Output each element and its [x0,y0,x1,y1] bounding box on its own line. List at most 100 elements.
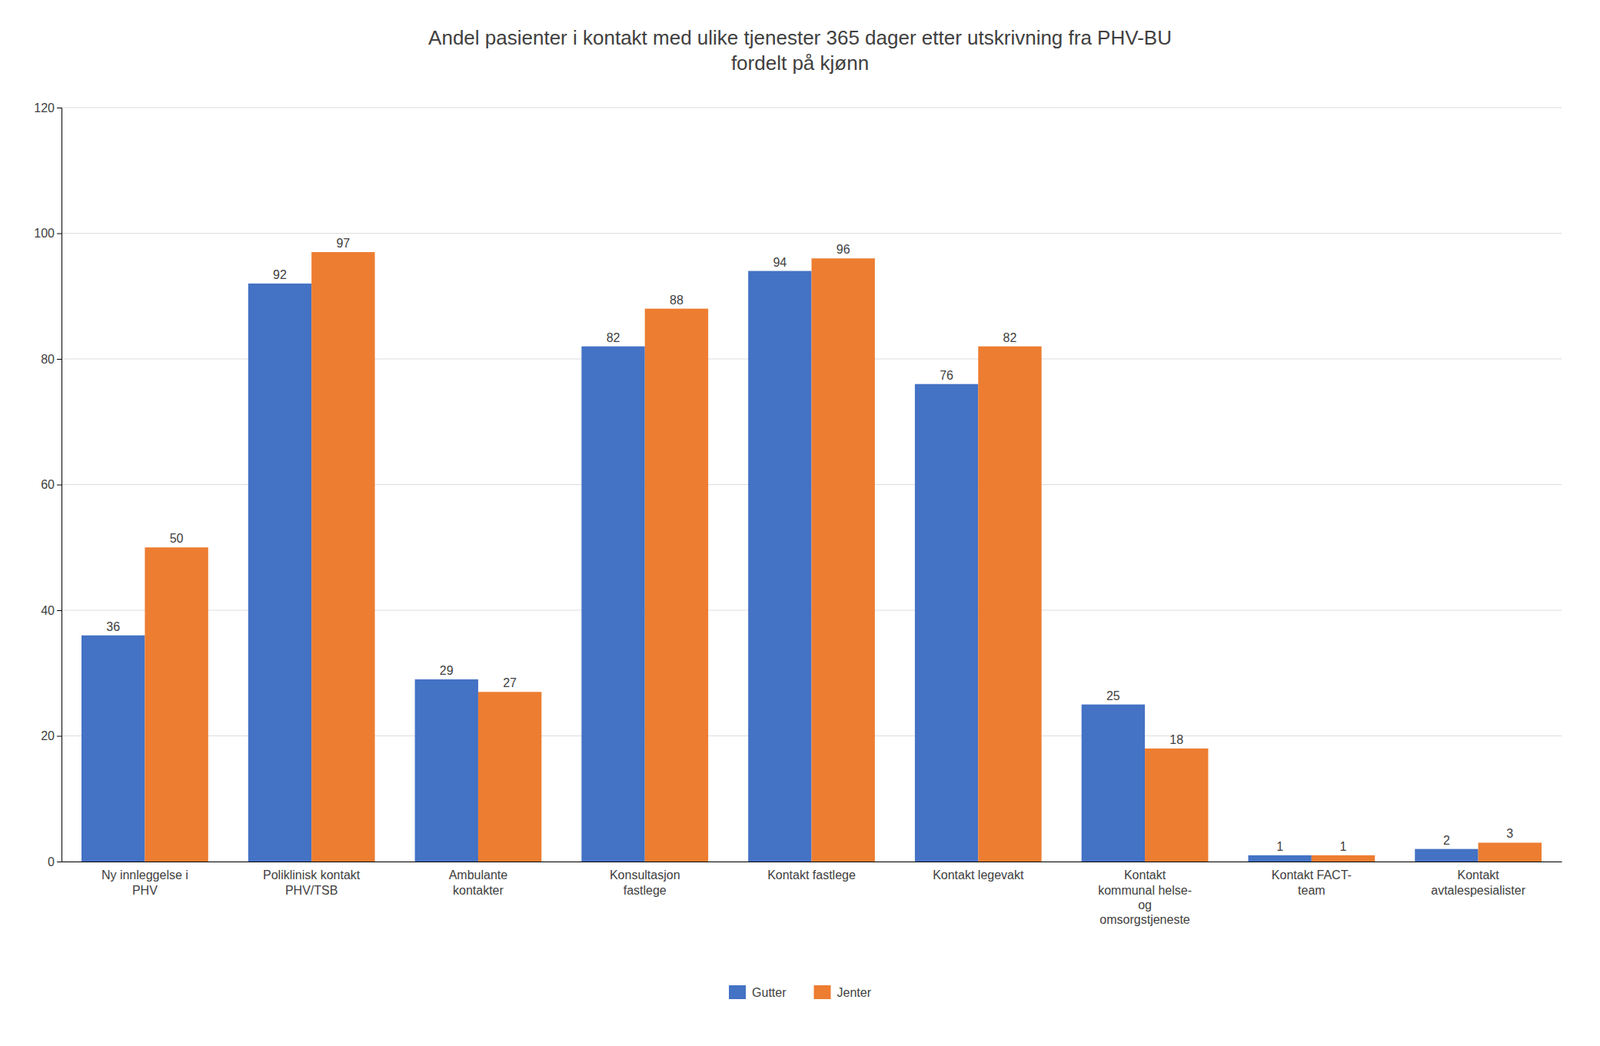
bars [81,252,1542,862]
bar [977,346,1042,862]
title-line: fordelt på kjønn [731,51,869,75]
y-tick-mark [56,359,62,360]
y-tick-mark [56,861,62,863]
x-tick-label: Kontaktavtalespesialister [1430,868,1526,897]
data-label: 18 [1169,733,1184,747]
data-label: 29 [439,664,454,678]
x-tick-label-line: Kontakt legevakt [932,868,1025,882]
x-tick-label-line: omsorgstjeneste [1099,913,1190,927]
x-tick-label-line: kontakter [452,884,504,898]
chart-title: Andel pasienter i kontakt med ulike tjen… [428,26,1172,75]
legend-swatch [814,985,832,1000]
bar [645,309,709,862]
legend: Gutter Jenter [728,985,872,1000]
x-tick-label: Ny innleggelse i PHV [101,868,189,897]
x-tick: Kontakt kommunal helse-ogomsorgstjeneste [1097,861,1192,927]
x-tick-label-line: Ambulante [449,868,509,882]
bar [415,679,479,862]
x-tick: Kontakt fastlege [767,861,856,882]
x-tick-label-line: avtalespesialister [1430,884,1526,898]
x-tick-label-line: kommunal helse- [1097,884,1192,898]
plot-area: 3692298294762512509727889682181302040608… [33,101,1562,927]
data-label: 76 [939,369,954,383]
x-axis-line [62,861,1563,863]
x-tick-label: Kontakt legevakt [932,868,1025,882]
x-tick-label-line: Ny innleggelse i [101,868,189,882]
data-label: 25 [1106,689,1121,703]
y-tick: 120 [33,101,62,115]
y-tick: 100 [33,226,62,240]
x-tick: Ambulante kontakter [449,861,509,898]
data-label: 2 [1443,834,1451,848]
x-tick-label-line: team [1297,884,1326,898]
x-tick-label-line: Kontakt fastlege [767,868,856,882]
data-label: 97 [335,236,350,250]
x-axis: Ny innleggelse i PHV Poliklinisk kontakt PH… [62,861,1563,927]
y-tick-label: 80 [40,352,55,366]
y-tick: 20 [40,729,62,743]
x-tick-label-line: Poliklinisk kontakt [262,868,361,882]
chart-container: Andel pasienter i kontakt med ulike tjen… [0,0,1600,1046]
y-tick-label: 20 [40,729,55,743]
bar [144,547,208,862]
y-tick: 60 [40,478,62,492]
bar [811,258,875,862]
y-tick: 40 [40,604,62,618]
legend-label: Jenter [837,986,872,1000]
x-tick-label-line: og [1137,898,1152,912]
data-label: 88 [669,293,684,307]
x-tick-label: Kontakt FACT-team [1271,868,1352,897]
x-tick-label: Poliklinisk kontakt PHV/TSB [262,868,361,897]
x-tick: Konsultasjon fastlege [609,861,681,898]
x-tick-label-line: fastlege [623,884,667,898]
bar [478,691,542,862]
grid [61,107,1562,862]
x-tick-label: Ambulante kontakter [449,868,509,897]
bar [581,346,645,862]
x-tick: Kontakt legevakt [932,861,1025,882]
y-tick-mark [56,610,62,612]
bar [311,252,375,862]
title-line: Andel pasienter i kontakt med ulike tjen… [428,26,1172,50]
x-tick-label-line: Kontakt FACT- [1271,868,1352,882]
data-label: 36 [106,620,120,634]
bar [1414,849,1478,862]
data-label: 1 [1276,840,1284,854]
bar [81,635,145,862]
y-tick-label: 0 [47,855,55,869]
y-axis-line [56,108,63,863]
x-tick-label-line: PHV/TSB [285,884,338,898]
x-tick-label-line: PHV [132,884,158,898]
grid-line [61,232,1562,234]
bar [1144,748,1208,862]
y-tick-label: 100 [33,226,55,240]
bar [1247,855,1311,862]
x-tick: Kontaktavtalespesialister [1430,861,1526,898]
legend-item: Gutter [728,985,787,1000]
x-tick-label: Kontakt fastlege [767,868,856,882]
bar [248,283,312,862]
x-tick-label-line: Kontakt [1124,868,1167,882]
x-tick-label: Kontakt kommunal helse-ogomsorgstjeneste [1097,868,1192,927]
legend-item: Jenter [814,985,872,1000]
data-label: 3 [1506,827,1514,841]
x-tick: Ny innleggelse i PHV [101,861,189,898]
x-tick-label-line: Konsultasjon [609,868,681,882]
chart-svg: Andel pasienter i kontakt med ulike tjen… [0,0,1600,1046]
x-tick: Kontakt FACT-team [1271,861,1352,898]
data-label: 27 [502,676,517,690]
y-tick: 0 [47,855,62,869]
y-tick-mark [56,107,62,109]
bar [1311,855,1375,862]
data-label: 94 [772,256,787,270]
bar-series [81,271,1479,862]
bar [914,384,978,862]
y-tick-label: 120 [33,101,55,115]
data-label: 50 [169,532,184,546]
legend-swatch [728,985,746,1000]
data-label: 82 [1003,331,1018,345]
y-tick-mark [56,233,62,235]
bar [1478,842,1542,862]
data-labels: 36922982947625125097278896821813 [106,236,1514,854]
y-tick-mark [56,485,62,486]
